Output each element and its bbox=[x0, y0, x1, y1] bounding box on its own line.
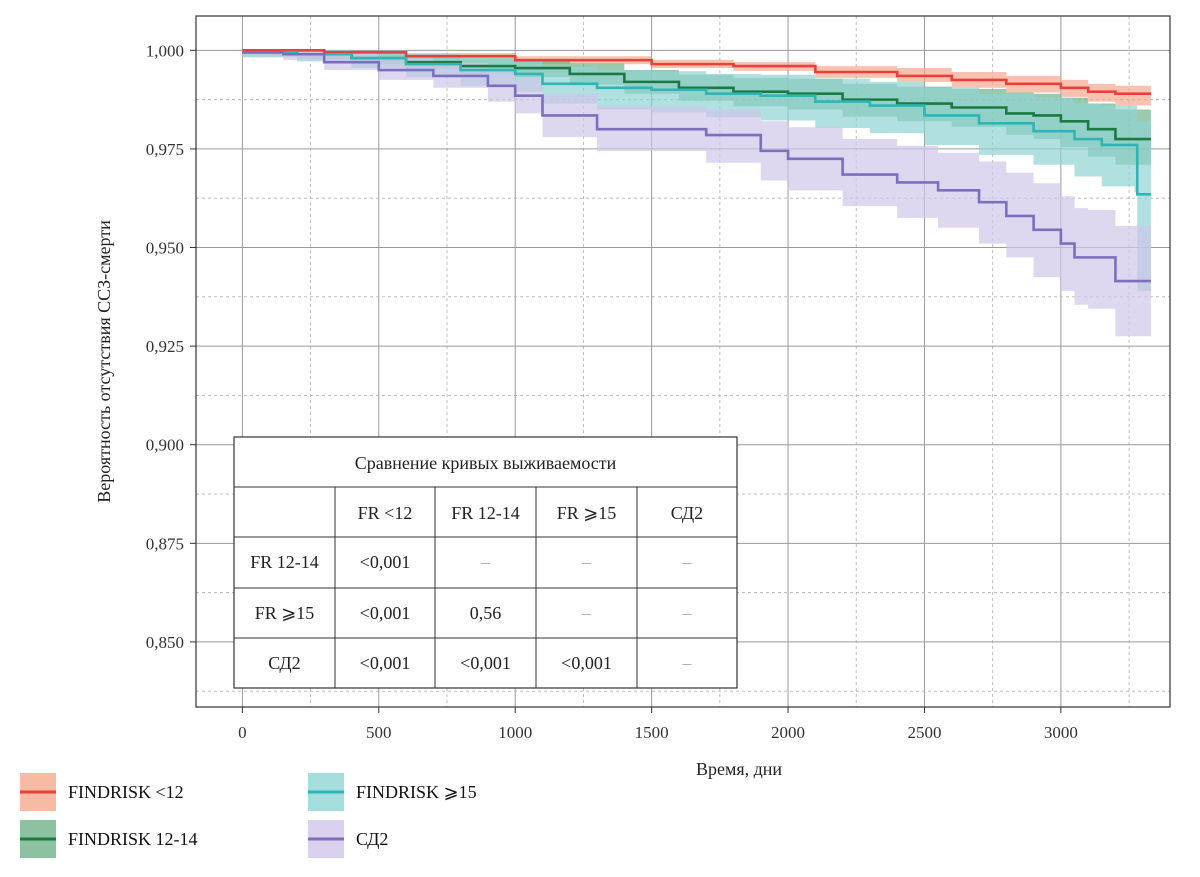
comparison-table: Сравнение кривых выживаемости FR <12 FR 12… bbox=[233, 436, 738, 689]
survival-line bbox=[242, 50, 1151, 283]
legend-item: FINDRISK 12-14 bbox=[20, 820, 198, 858]
table-cell: – bbox=[682, 552, 693, 572]
y-tick-label: 0,850 bbox=[146, 633, 184, 652]
y-tick-label: 0,925 bbox=[146, 337, 184, 356]
table-cell: <0,001 bbox=[360, 603, 411, 623]
table-cell: – bbox=[682, 653, 693, 673]
table-cell: 0,56 bbox=[470, 603, 502, 623]
table-cell: <0,001 bbox=[561, 653, 612, 673]
legend-item: FINDRISK <12 bbox=[20, 773, 184, 811]
y-tick-label: 0,900 bbox=[146, 436, 184, 455]
survival-line bbox=[242, 49, 1151, 95]
table-title: Сравнение кривых выживаемости bbox=[355, 453, 617, 473]
table-cell: <0,001 bbox=[360, 552, 411, 572]
table-cell: – bbox=[581, 552, 592, 572]
legend-item: FINDRISK ⩾15 bbox=[308, 773, 477, 811]
survival-lines bbox=[242, 49, 1151, 283]
table-cell: <0,001 bbox=[460, 653, 511, 673]
survival-line bbox=[242, 50, 1151, 141]
table-row-header: FR 12-14 bbox=[250, 552, 319, 572]
table-header-cell: СД2 bbox=[671, 503, 703, 523]
table-cell: – bbox=[480, 552, 491, 572]
x-tick-label: 500 bbox=[366, 723, 392, 742]
table-row-header: FR ⩾15 bbox=[255, 603, 315, 623]
table-cell: – bbox=[581, 603, 592, 623]
axis-ticks: 0 500 1000 1500 2000 2500 3000 0,850 0,875 0,900 0… bbox=[146, 41, 1078, 742]
legend: FINDRISK <12 FINDRISK 12-14 FINDRISK ⩾15 СД… bbox=[20, 773, 477, 858]
y-tick-label: 1,000 bbox=[146, 41, 184, 60]
table-header-cell: FR <12 bbox=[358, 503, 413, 523]
x-tick-label: 1000 bbox=[498, 723, 532, 742]
x-tick-label: 2000 bbox=[771, 723, 805, 742]
confidence-band bbox=[242, 50, 1151, 106]
table-cell: <0,001 bbox=[360, 653, 411, 673]
legend-label: СД2 bbox=[356, 829, 388, 849]
y-tick-label: 0,975 bbox=[146, 140, 184, 159]
table-header-cell: FR ⩾15 bbox=[557, 503, 617, 523]
y-tick-label: 0,950 bbox=[146, 239, 184, 258]
confidence-band bbox=[242, 50, 1151, 337]
x-tick-label: 1500 bbox=[635, 723, 669, 742]
x-tick-label: 0 bbox=[238, 723, 247, 742]
x-axis-title: Время, дни bbox=[696, 759, 782, 779]
table-row-header: СД2 bbox=[268, 653, 300, 673]
y-axis-title: Вероятность отсутствия ССЗ-смерти bbox=[94, 220, 114, 503]
survival-line bbox=[242, 50, 1151, 196]
table-header-cell: FR 12-14 bbox=[451, 503, 520, 523]
legend-label: FINDRISK <12 bbox=[68, 782, 184, 802]
table-cell: – bbox=[682, 603, 693, 623]
legend-item: СД2 bbox=[308, 820, 388, 858]
legend-label: FINDRISK 12-14 bbox=[68, 829, 198, 849]
legend-label: FINDRISK ⩾15 bbox=[356, 782, 477, 802]
x-tick-label: 3000 bbox=[1044, 723, 1078, 742]
plot-frame bbox=[195, 15, 1171, 708]
table-frame bbox=[233, 436, 738, 689]
y-tick-label: 0,875 bbox=[146, 534, 184, 553]
x-tick-label: 2500 bbox=[907, 723, 941, 742]
